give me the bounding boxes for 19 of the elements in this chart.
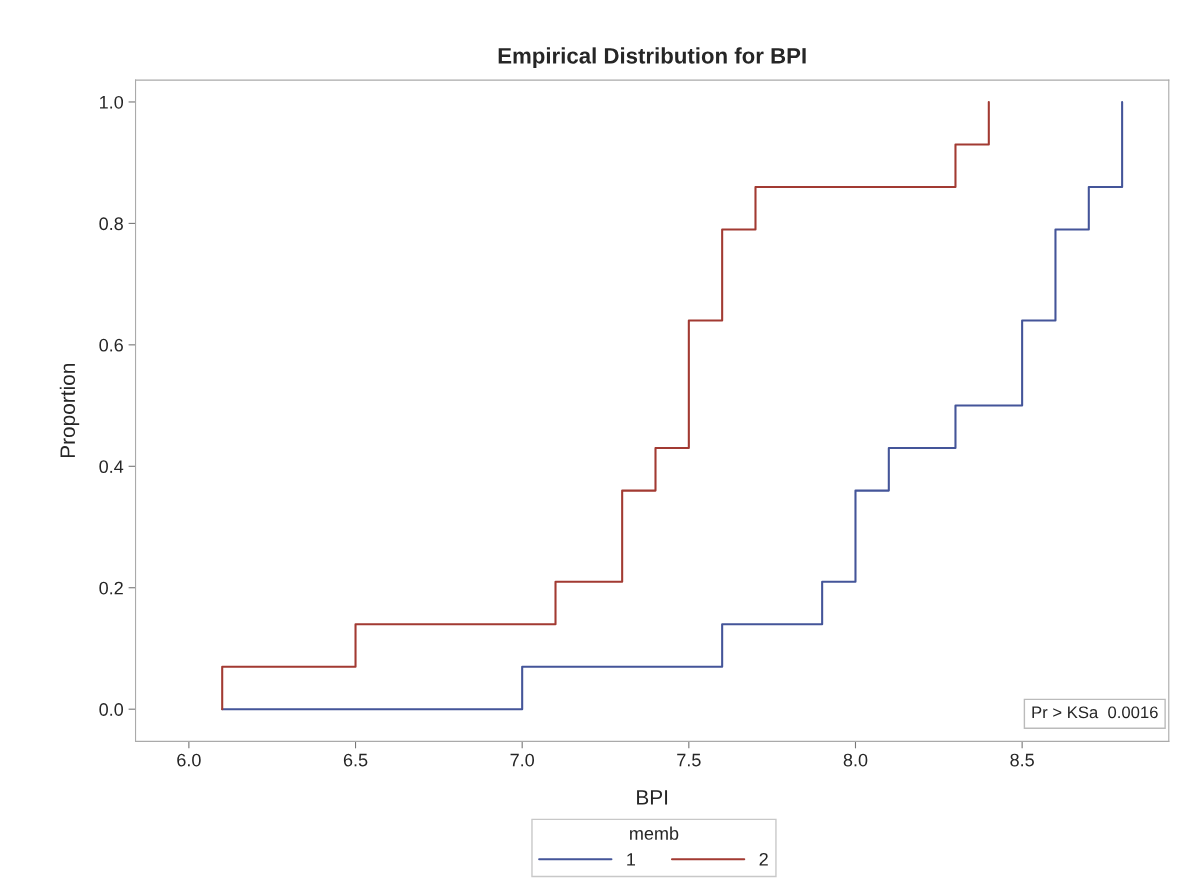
x-tick-label: 8.0 [843,753,868,767]
legend-title: memb [630,826,679,840]
y-tick-label: 0.6 [99,338,123,352]
legend-label: 2 [759,852,768,866]
x-tick-label: 7.0 [510,753,535,767]
x-tick-label: 6.0 [177,753,201,767]
x-axis-title: BPI [637,790,668,805]
x-tick-label: 6.5 [343,753,368,767]
y-axis-title: Proportion [59,364,80,458]
annotation: Pr > KSa 0.0016 [1032,706,1158,719]
y-tick-label: 0.2 [99,581,123,595]
y-tick-label: 0.8 [99,217,123,231]
legend-label: 1 [627,853,636,866]
y-tick-label: 1.0 [100,95,124,109]
x-tick-label: 7.5 [677,753,701,767]
y-tick-label: 0.0 [99,703,124,716]
x-tick-label: 8.5 [1010,753,1034,767]
chart-title: Empirical Distribution for BPI [498,47,806,69]
y-tick-label: 0.4 [99,460,124,474]
